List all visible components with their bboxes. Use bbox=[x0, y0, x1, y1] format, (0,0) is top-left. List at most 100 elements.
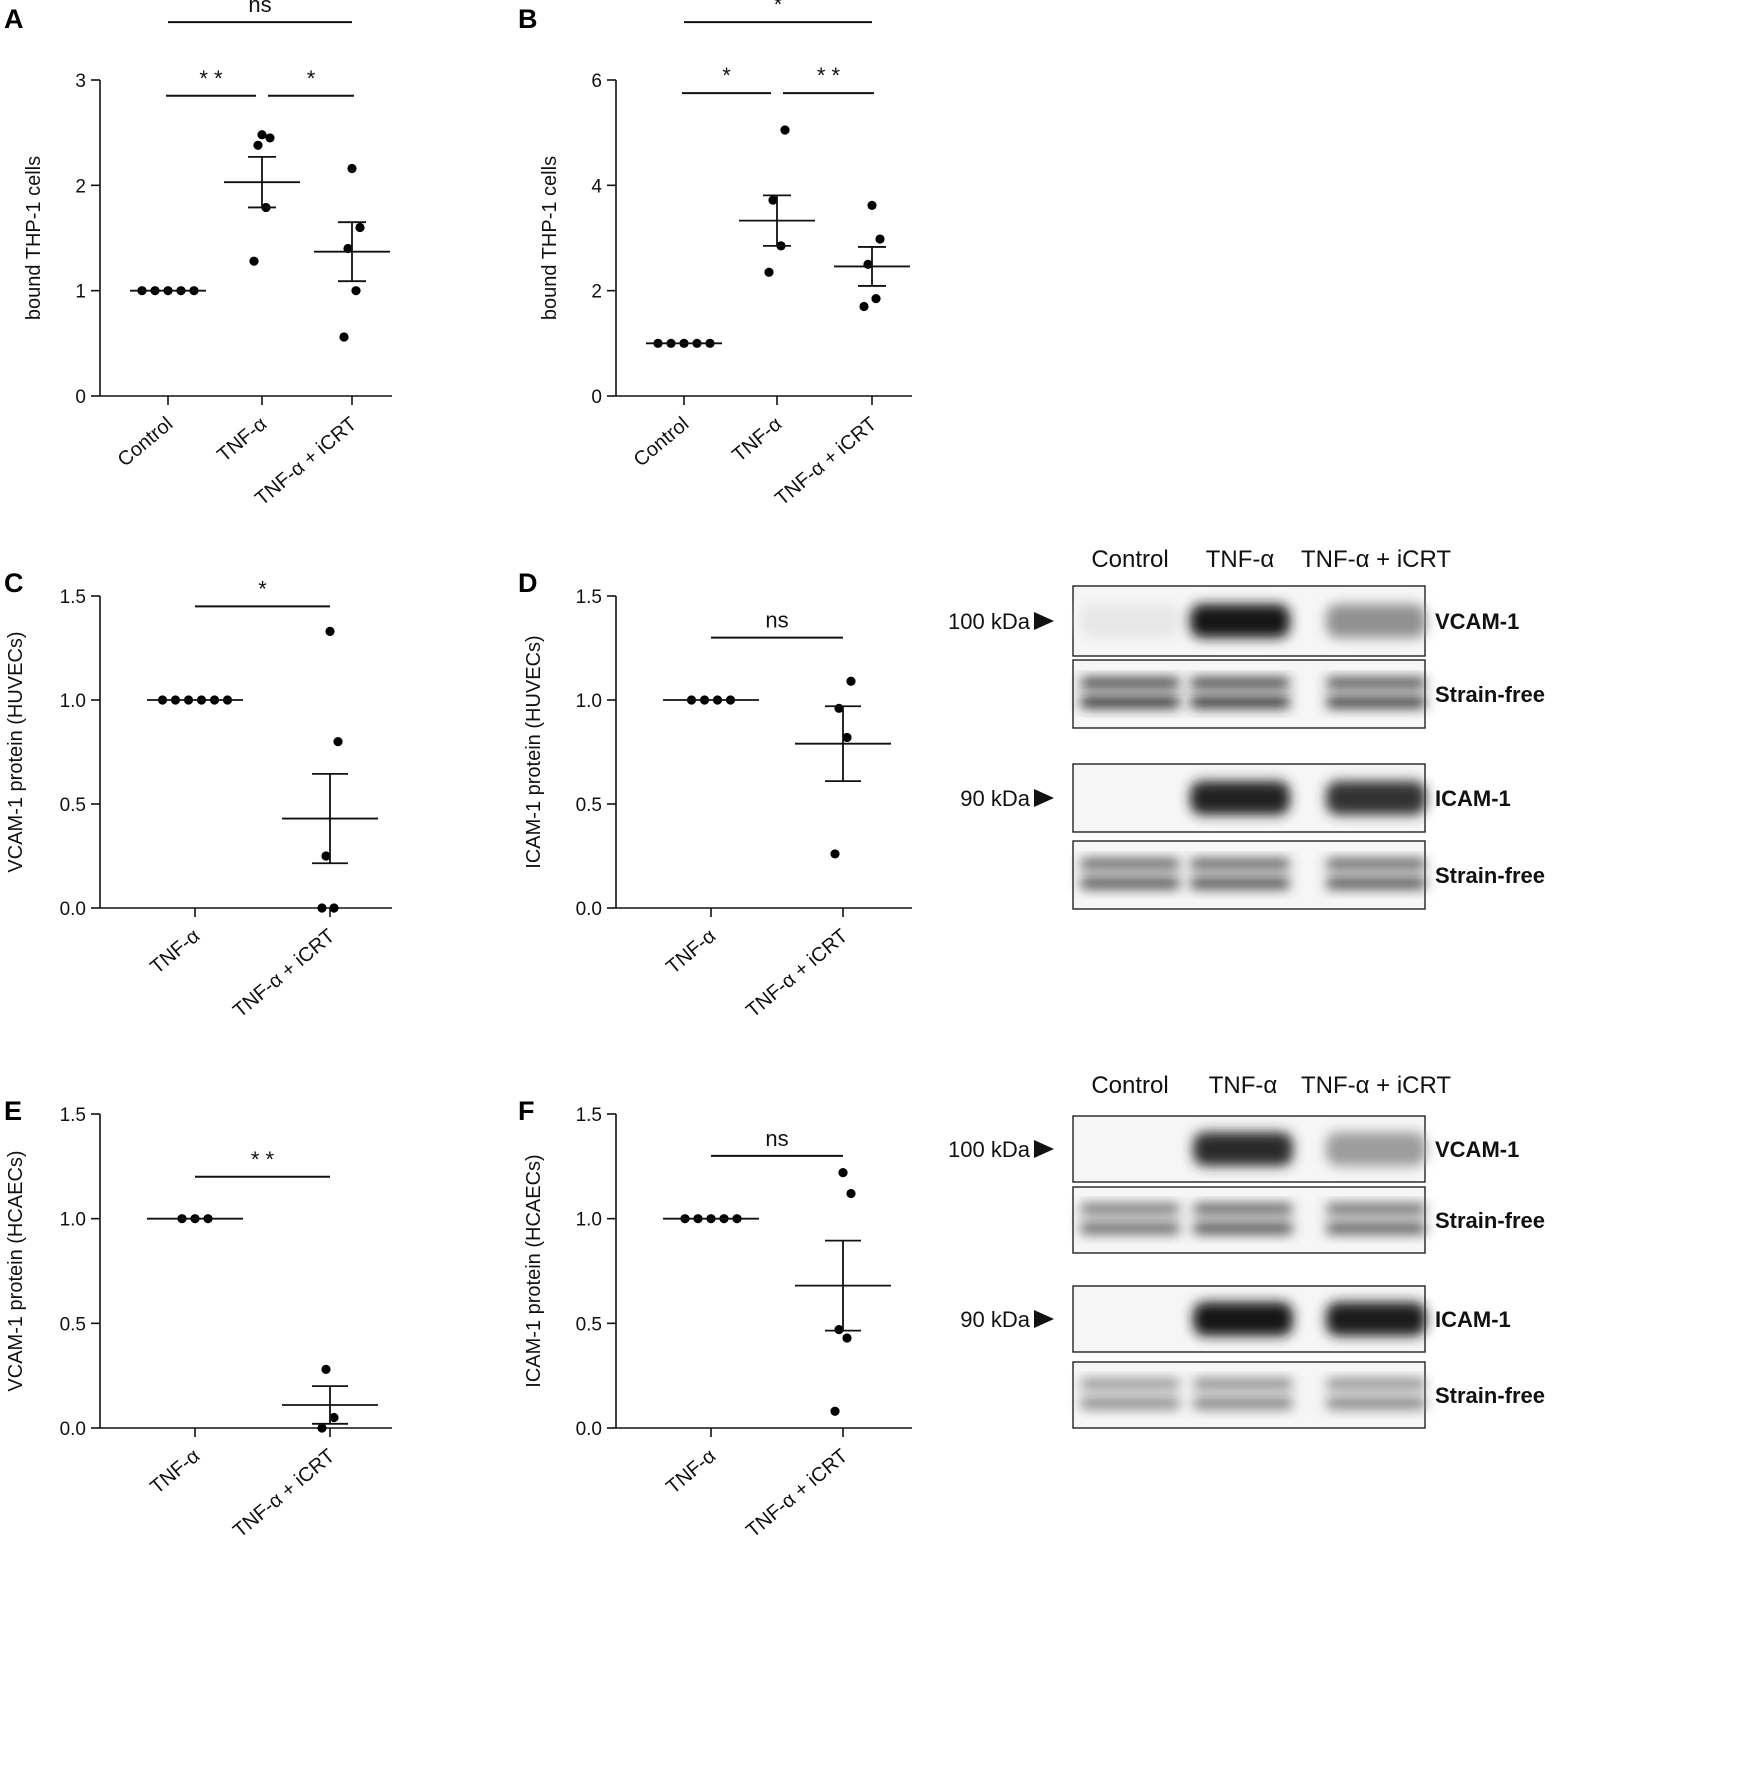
y-axis-title: bound THP-1 cells bbox=[539, 156, 561, 320]
blot-band bbox=[1193, 1302, 1293, 1336]
data-point bbox=[339, 332, 349, 342]
panel-letter: E bbox=[4, 1096, 22, 1126]
blot-lane-label: TNF-α bbox=[1209, 1072, 1278, 1099]
blot-band-label: VCAM-1 bbox=[1435, 1137, 1519, 1162]
blot-band bbox=[1190, 696, 1290, 708]
data-point bbox=[867, 200, 877, 210]
western-blot-f: Control TNF-α TNF-α + iCRT VCAM-1 100 kDa Str… bbox=[948, 1072, 1545, 1429]
blot-band bbox=[1080, 1397, 1180, 1409]
x-tick-label: TNF-α bbox=[146, 925, 204, 979]
y-axis-title: ICAM-1 protein (HCAECs) bbox=[523, 1154, 545, 1387]
blot-band-label: Strain-free bbox=[1435, 682, 1545, 707]
chart-panel-d: D 0.0 0.5 1.0 1.5 ICAM-1 protein (HUVECs) TNF-… bbox=[518, 568, 912, 1022]
blot-membrane bbox=[1072, 659, 1426, 729]
arrow-right-icon bbox=[1034, 1310, 1054, 1328]
y-tick-label: 0.0 bbox=[576, 899, 602, 920]
y-tick-label: 3 bbox=[75, 71, 86, 92]
blot-band-label: Strain-free bbox=[1435, 1208, 1545, 1233]
x-tick-label: TNF-α + iCRT bbox=[229, 1445, 339, 1542]
y-tick-label: 1.5 bbox=[576, 587, 602, 608]
blot-band bbox=[1326, 1302, 1426, 1336]
data-point bbox=[859, 301, 869, 312]
data-point bbox=[846, 676, 856, 686]
y-tick-label: 0.5 bbox=[576, 1314, 602, 1335]
blot-row: Strain-free bbox=[1072, 840, 1545, 910]
blot-band-label: ICAM-1 bbox=[1435, 1307, 1511, 1332]
data-point bbox=[329, 903, 339, 913]
y-tick-label: 1.0 bbox=[60, 691, 86, 712]
panel-letter: B bbox=[518, 4, 538, 34]
blot-membrane bbox=[1072, 840, 1426, 910]
data-point bbox=[871, 293, 881, 304]
x-tick-label: Control bbox=[630, 413, 694, 471]
data-point bbox=[842, 1333, 852, 1343]
blot-band bbox=[1080, 678, 1180, 688]
data-point bbox=[764, 267, 774, 277]
blot-band bbox=[1190, 877, 1290, 889]
blot-band bbox=[1190, 859, 1290, 869]
data-point bbox=[333, 737, 343, 747]
blot-band bbox=[1080, 1204, 1180, 1214]
blot-band bbox=[1326, 696, 1426, 708]
blot-band bbox=[1190, 604, 1290, 638]
blot-band bbox=[1080, 859, 1180, 869]
y-tick-label: 2 bbox=[75, 176, 86, 197]
significance-label: ns bbox=[248, 0, 271, 17]
blot-membrane bbox=[1072, 1361, 1426, 1429]
y-tick-label: 0.5 bbox=[60, 1314, 86, 1335]
blot-band bbox=[1193, 1397, 1293, 1409]
y-axis-title: ICAM-1 protein (HUVECs) bbox=[523, 635, 545, 868]
blot-lane-label: TNF-α + iCRT bbox=[1301, 546, 1451, 573]
blot-band bbox=[1080, 877, 1180, 889]
blot-band bbox=[1193, 1132, 1293, 1166]
y-tick-label: 4 bbox=[591, 176, 602, 197]
data-point bbox=[265, 133, 275, 143]
blot-membrane bbox=[1072, 1186, 1426, 1254]
blot-band bbox=[1080, 1222, 1180, 1234]
data-point bbox=[768, 195, 778, 205]
blot-band bbox=[1326, 859, 1426, 869]
data-point bbox=[834, 1325, 844, 1335]
data-point bbox=[355, 222, 365, 233]
data-point bbox=[329, 1412, 339, 1423]
data-point bbox=[875, 234, 885, 244]
y-axis-title: VCAM-1 protein (HCAECs) bbox=[5, 1150, 27, 1391]
chart-panel-c: C 0.0 0.5 1.0 1.5 VCAM-1 protein (HUVECs) TNF-… bbox=[4, 568, 392, 1022]
x-tick-label: TNF-α bbox=[213, 413, 271, 467]
x-tick-label: TNF-α + iCRT bbox=[742, 1445, 852, 1542]
significance-label: * bbox=[307, 66, 316, 91]
significance-label: * * bbox=[251, 1147, 275, 1172]
panel-letter: A bbox=[4, 4, 24, 34]
x-tick-label: TNF-α bbox=[146, 1445, 204, 1499]
blot-row: Strain-free bbox=[1072, 1361, 1545, 1429]
blot-row: Strain-free bbox=[1072, 1186, 1545, 1254]
chart-panel-b: B 0 2 4 6 bound THP-1 cells Control TNF-αTNF-α … bbox=[518, 0, 912, 510]
x-tick-label: TNF-α bbox=[662, 925, 720, 979]
y-axis-title: bound THP-1 cells bbox=[23, 156, 45, 320]
blot-band-label: ICAM-1 bbox=[1435, 786, 1511, 811]
blot-band bbox=[1326, 781, 1426, 815]
y-tick-label: 1 bbox=[75, 282, 86, 303]
y-axis-title: VCAM-1 protein (HUVECs) bbox=[5, 631, 27, 872]
data-point bbox=[830, 849, 840, 859]
x-tick-label: Control bbox=[114, 413, 178, 471]
blot-lane-label: Control bbox=[1091, 1072, 1168, 1099]
blot-band bbox=[1326, 877, 1426, 889]
blot-band bbox=[1080, 696, 1180, 708]
y-tick-label: 0.5 bbox=[576, 795, 602, 816]
chart-panel-f: F 0.0 0.5 1.0 1.5 ICAM-1 protein (HCAECs) TNF-… bbox=[518, 1096, 912, 1542]
data-point bbox=[257, 130, 267, 140]
data-point bbox=[321, 851, 331, 861]
blot-band-label: Strain-free bbox=[1435, 863, 1545, 888]
blot-lane-label: TNF-α bbox=[1206, 546, 1275, 573]
significance-label: * bbox=[722, 63, 731, 88]
y-tick-label: 1.0 bbox=[60, 1210, 86, 1231]
blot-lane-label: Control bbox=[1091, 546, 1168, 573]
data-point bbox=[830, 1406, 840, 1416]
data-point bbox=[253, 140, 263, 150]
blot-lane-label: TNF-α + iCRT bbox=[1301, 1072, 1451, 1099]
blot-kda-label: 100 kDa bbox=[948, 1137, 1031, 1162]
y-tick-label: 0.0 bbox=[576, 1419, 602, 1440]
data-point bbox=[321, 1364, 331, 1374]
